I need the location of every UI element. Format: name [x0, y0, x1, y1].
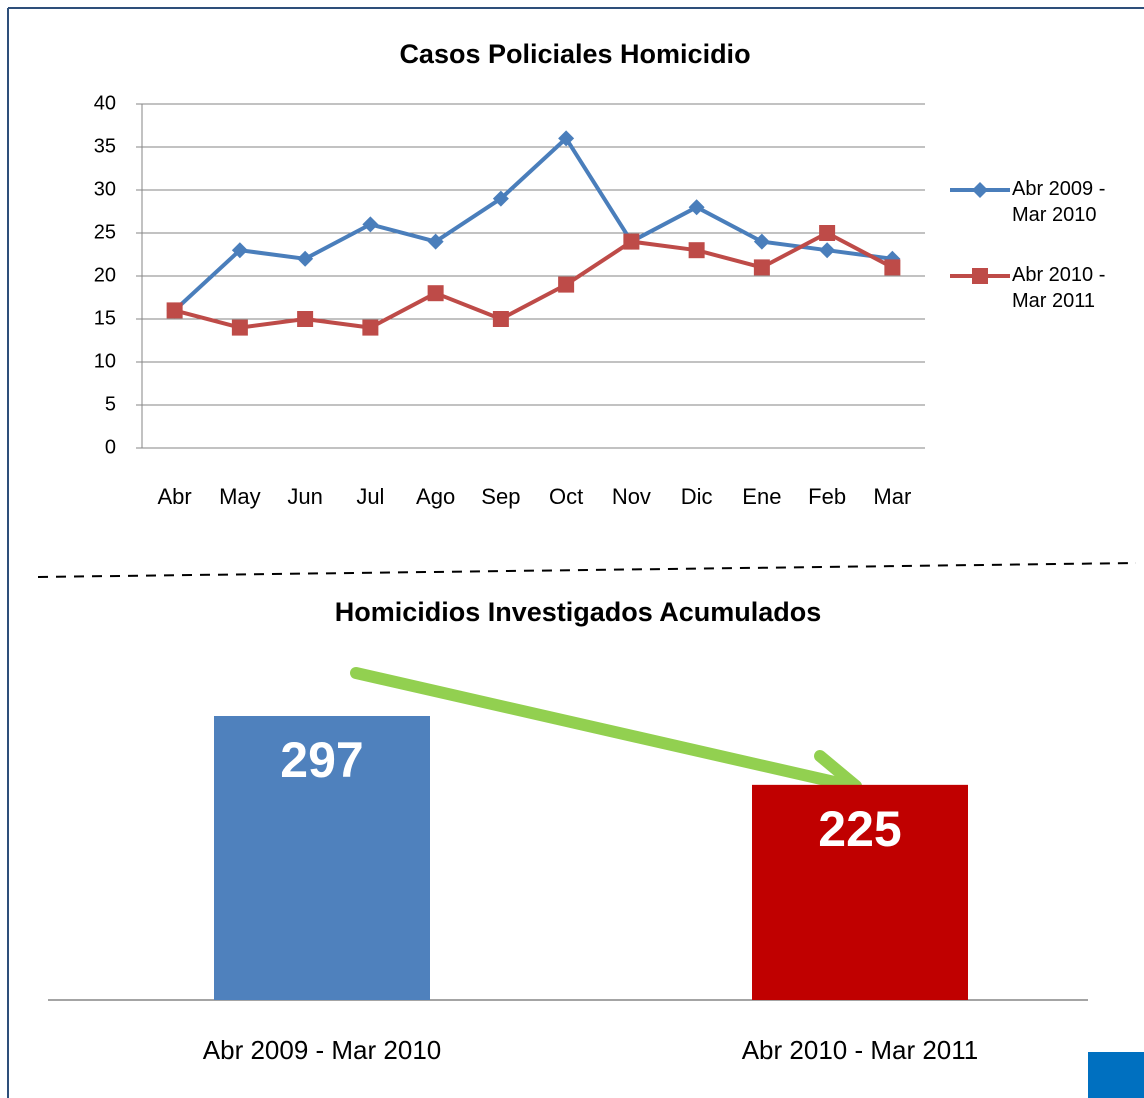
x-tick-label: Dic	[681, 484, 713, 509]
y-tick-label: 40	[94, 92, 116, 114]
chart-title: Homicidios Investigados Acumulados	[335, 597, 822, 627]
legend-label: Abr 2009 - Mar 2010	[1012, 178, 1106, 226]
chart-title: Casos Policiales Homicidio	[399, 39, 750, 69]
point	[362, 319, 379, 336]
y-tick-label: 15	[94, 307, 116, 329]
point	[492, 190, 509, 207]
point	[427, 285, 444, 302]
y-tick-label: 20	[94, 264, 116, 286]
series-line	[173, 136, 893, 312]
trend-arrow	[350, 667, 862, 803]
point	[492, 311, 509, 327]
point	[623, 233, 640, 250]
point	[427, 233, 444, 250]
point	[884, 259, 901, 276]
bar-value-label: 297	[280, 732, 363, 788]
point	[972, 182, 988, 198]
corner-block	[1088, 1052, 1144, 1098]
y-tick-label: 25	[94, 221, 116, 243]
point	[819, 242, 836, 259]
y-tick-label: 0	[105, 436, 116, 458]
divider	[37, 562, 1137, 578]
x-tick-label: Abr	[158, 484, 192, 509]
point	[166, 302, 183, 319]
x-tick-label: Ene	[742, 484, 781, 509]
x-tick-label: Feb	[808, 484, 846, 509]
y-tick-label: 5	[105, 393, 116, 415]
x-tick-label: Sep	[481, 484, 520, 509]
point	[362, 216, 379, 233]
legend-label: Abr 2010 - Mar 2011	[1012, 264, 1106, 312]
point	[231, 242, 248, 259]
x-tick-label: Abr 2009 - Mar 2010	[203, 1035, 441, 1065]
x-tick-label: Nov	[612, 484, 651, 509]
point	[558, 130, 575, 147]
point	[231, 319, 248, 336]
y-tick-label: 30	[94, 178, 116, 200]
bar	[214, 716, 430, 1000]
y-tick-label: 35	[94, 135, 116, 157]
point	[688, 242, 705, 259]
series-line	[174, 231, 894, 330]
bar-value-label: 225	[818, 801, 901, 857]
x-tick-label: May	[219, 484, 261, 509]
point	[558, 276, 575, 293]
x-tick-label: Ago	[416, 484, 455, 509]
x-tick-label: Mar	[873, 484, 911, 509]
point	[297, 311, 314, 327]
x-tick-label: Jul	[356, 484, 384, 509]
x-tick-label: Jun	[287, 484, 322, 509]
y-tick-label: 10	[94, 350, 116, 372]
bar	[752, 784, 968, 1000]
x-tick-label: Oct	[549, 484, 583, 509]
point	[753, 233, 770, 250]
point	[753, 259, 770, 276]
point	[297, 250, 314, 267]
point	[972, 268, 988, 284]
point	[819, 225, 836, 241]
x-tick-label: Abr 2010 - Mar 2011	[742, 1035, 979, 1065]
point	[688, 199, 705, 216]
